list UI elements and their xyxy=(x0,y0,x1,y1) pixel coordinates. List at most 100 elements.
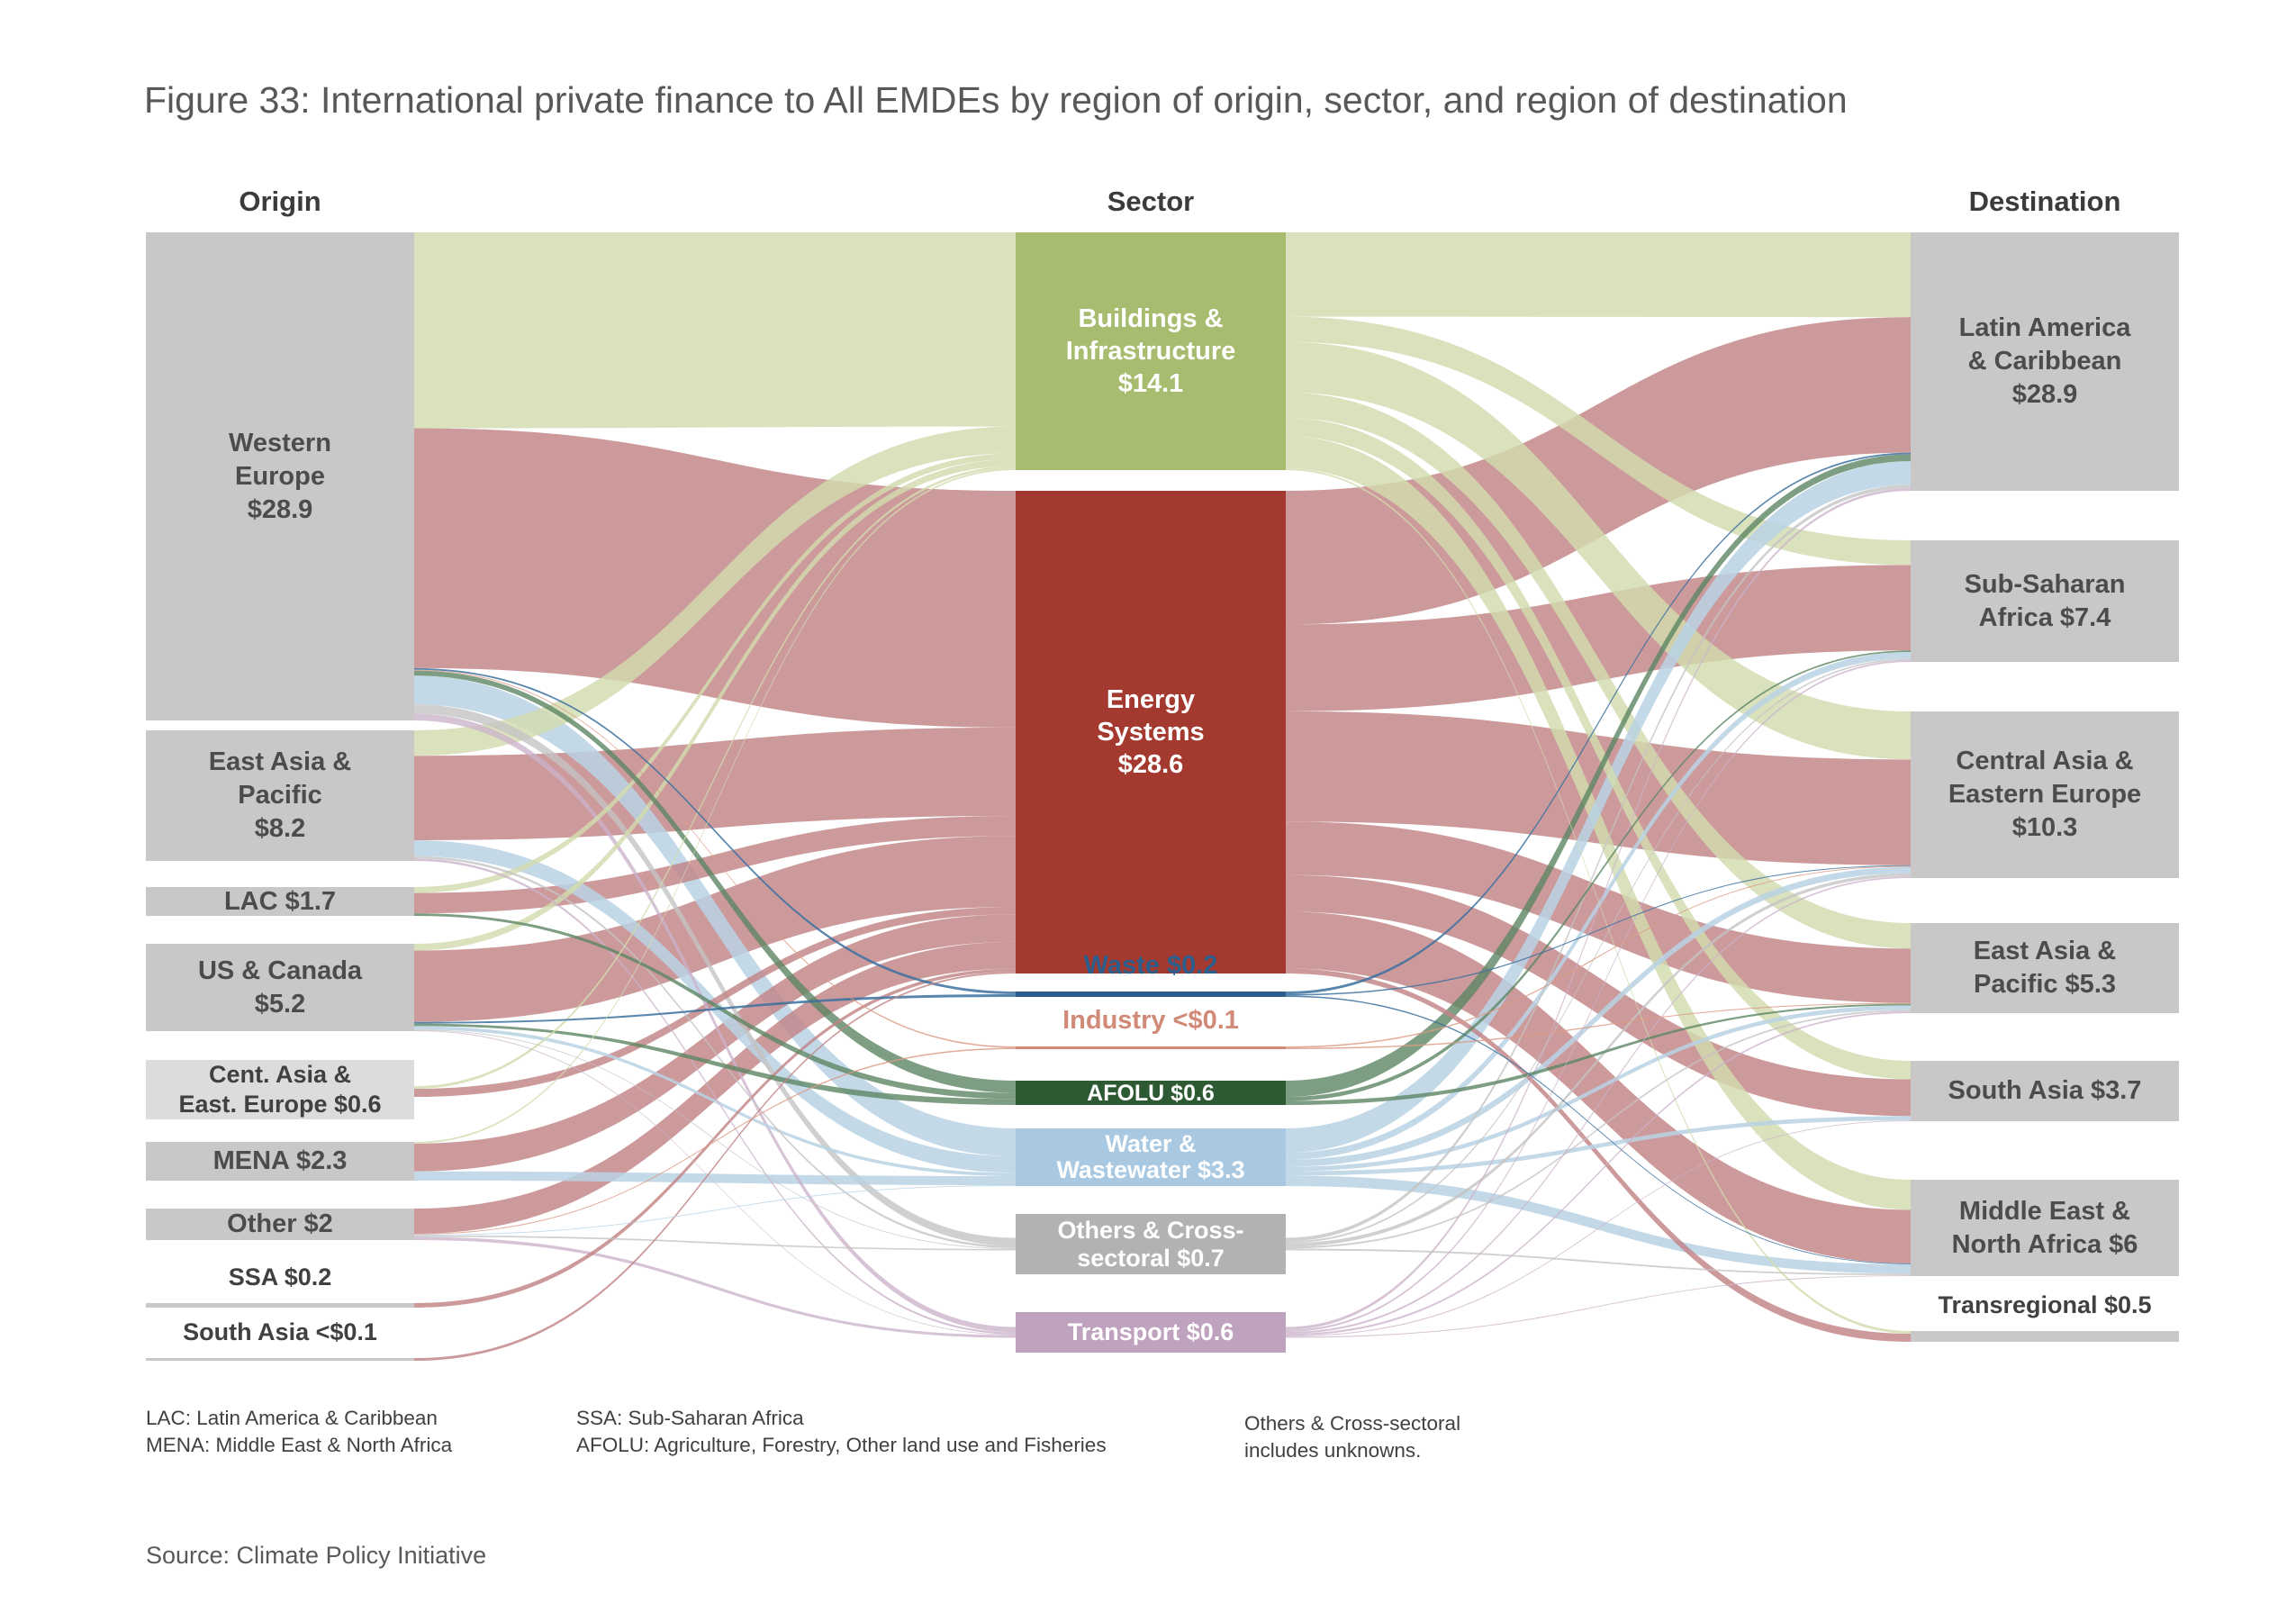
flow-water-wastewater-to-sub-saharan-africa xyxy=(1286,652,1911,1160)
flow-western-europe-to-waste xyxy=(414,667,1016,994)
node-label-line: $14.1 xyxy=(1117,369,1184,398)
flow-other-to-water-wastewater xyxy=(414,1185,1016,1236)
flow-us-canada-to-waste xyxy=(414,994,1016,1024)
node-label-south-asia: South Asia <$0.1 xyxy=(73,1318,487,1345)
node-label-line: East Asia & xyxy=(1973,937,2117,965)
node-label-line: Energy xyxy=(1106,685,1196,714)
flow-western-europe-to-water-wastewater xyxy=(414,675,1016,1157)
origin-node-south-asia xyxy=(146,1358,414,1361)
node-label-line: $28.9 xyxy=(247,494,313,524)
node-label-line: Industry <$0.1 xyxy=(1062,1006,1239,1035)
destination-node-transregional xyxy=(1911,1331,2179,1342)
footnote-others-line1: Others & Cross-sectoral xyxy=(1244,1412,1461,1435)
flow-water-wastewater-to-latin-america-caribbean xyxy=(1286,461,1911,1154)
footnote-others-note: Others & Cross-sectoral includes unknown… xyxy=(1244,1410,1460,1464)
destination-node-south-asia-dest: South Asia $3.7 xyxy=(1911,1061,2179,1121)
footnote-others-line2: includes unknowns. xyxy=(1244,1438,1422,1462)
sector-node-transport: Transport $0.6 xyxy=(1016,1312,1286,1353)
flow-western-europe-to-industry xyxy=(414,669,1016,1048)
node-label-line: LAC $1.7 xyxy=(223,887,337,916)
node-label-ssa: SSA $0.2 xyxy=(73,1263,487,1291)
flow-buildings-infrastructure-to-latin-america-caribbean xyxy=(1286,232,1911,318)
node-label-line: North Africa $6 xyxy=(1951,1229,2138,1259)
flow-transport-to-middle-east-north-africa xyxy=(1286,1275,1911,1338)
node-label-line: Latin America xyxy=(1958,313,2131,342)
flow-others-cross-sectoral-to-central-asia-eastern-europe xyxy=(1286,873,1911,1247)
node-label-line: Transregional $0.5 xyxy=(1938,1291,2152,1318)
sector-node-buildings-infrastructure: Buildings & Infrastructure $14.1 xyxy=(1016,232,1286,470)
flow-others-cross-sectoral-to-middle-east-north-africa xyxy=(1286,1248,1911,1276)
node-label-industry: Industry <$0.1 xyxy=(944,1007,1358,1034)
column-header-destination: Destination xyxy=(1968,186,2121,217)
flow-mena-to-energy-systems xyxy=(414,914,1016,1172)
node-label-east-asia-pacific: East Asia & Pacific $8.2 xyxy=(146,746,414,846)
flow-industry-to-central-asia-eastern-europe xyxy=(1286,865,1911,1048)
sector-node-water-wastewater: Water & Wastewater $3.3 xyxy=(1016,1128,1286,1186)
node-label-latin-america-caribbean: Latin America & Caribbean $28.9 xyxy=(1911,312,2179,412)
flow-other-to-transport xyxy=(414,1236,1016,1338)
flow-other-to-energy-systems xyxy=(414,941,1016,1234)
flow-us-canada-to-afolu xyxy=(414,1023,1016,1105)
destination-node-sub-saharan-africa: Sub-Saharan Africa $7.4 xyxy=(1911,540,2179,662)
destination-node-middle-east-north-africa: Middle East & North Africa $6 xyxy=(1911,1180,2179,1276)
node-label-afolu: AFOLU $0.6 xyxy=(1016,1082,1286,1105)
node-label-line: Water & xyxy=(1105,1130,1197,1157)
sector-node-industry xyxy=(1016,1046,1286,1049)
footnote-mena: MENA: Middle East & North Africa xyxy=(146,1433,453,1456)
flow-water-wastewater-to-middle-east-north-africa xyxy=(1286,1175,1911,1274)
node-label-line: Infrastructure xyxy=(1065,337,1236,366)
flow-cent-asia-east-europe-to-energy-systems xyxy=(414,906,1016,1097)
flow-lac-to-buildings-infrastructure xyxy=(414,453,1016,893)
column-header-origin: Origin xyxy=(239,186,321,217)
origin-node-other: Other $2 xyxy=(146,1209,414,1240)
flow-mena-to-buildings-infrastructure xyxy=(414,468,1016,1144)
flow-east-asia-pacific-to-energy-systems xyxy=(414,727,1016,841)
node-label-middle-east-north-africa: Middle East & North Africa $6 xyxy=(1911,1195,2179,1262)
footnote-abbreviations-2: SSA: Sub-Saharan Africa AFOLU: Agricultu… xyxy=(576,1405,1107,1459)
footnote-afolu: AFOLU: Agriculture, Forestry, Other land… xyxy=(576,1433,1107,1456)
flow-ssa-to-energy-systems xyxy=(414,968,1016,1308)
node-label-line: East Asia & xyxy=(208,747,352,776)
node-label-line: & Caribbean xyxy=(1967,347,2122,376)
flow-buildings-infrastructure-to-middle-east-north-africa xyxy=(1286,436,1911,1210)
flow-transport-to-sub-saharan-africa xyxy=(1286,660,1911,1332)
flow-afolu-to-latin-america-caribbean xyxy=(1286,454,1911,1097)
node-label-sub-saharan-africa: Sub-Saharan Africa $7.4 xyxy=(1911,568,2179,635)
flow-buildings-infrastructure-to-transregional xyxy=(1286,468,1911,1334)
origin-node-western-europe: Western Europe $28.9 xyxy=(146,232,414,720)
node-label-water-wastewater: Water & Wastewater $3.3 xyxy=(1016,1131,1286,1183)
sector-node-others-cross-sectoral: Others & Cross-sectoral $0.7 xyxy=(1016,1214,1286,1274)
node-label-line: Sub-Saharan xyxy=(1964,569,2126,599)
node-label-energy-systems: Energy Systems $28.6 xyxy=(1016,684,1286,781)
node-label-line: Pacific xyxy=(238,781,322,810)
node-label-line: Systems xyxy=(1097,718,1205,747)
node-label-waste: Waste $0.2 xyxy=(944,952,1358,979)
node-label-east-asia-pacific-dest: East Asia & Pacific $5.3 xyxy=(1911,935,2179,1001)
node-label-line: Pacific $5.3 xyxy=(1974,970,2116,999)
flow-us-canada-to-buildings-infrastructure xyxy=(414,458,1016,951)
sector-node-energy-systems: Energy Systems $28.6 xyxy=(1016,491,1286,974)
node-label-line: Transport $0.6 xyxy=(1067,1318,1234,1345)
flow-afolu-to-east-asia-pacific-dest xyxy=(1286,1003,1911,1105)
flow-others-cross-sectoral-to-latin-america-caribbean xyxy=(1286,485,1911,1242)
footnote-abbreviations-1: LAC: Latin America & Caribbean MENA: Mid… xyxy=(146,1405,452,1459)
destination-node-east-asia-pacific-dest: East Asia & Pacific $5.3 xyxy=(1911,923,2179,1013)
destination-node-latin-america-caribbean: Latin America & Caribbean $28.9 xyxy=(1911,232,2179,491)
node-label-line: Waste $0.2 xyxy=(1083,951,1218,980)
node-label-line: $28.6 xyxy=(1117,750,1184,779)
flow-east-asia-pacific-to-transport xyxy=(414,858,1016,1335)
flow-western-europe-to-transport xyxy=(414,713,1016,1333)
sector-node-afolu: AFOLU $0.6 xyxy=(1016,1081,1286,1105)
node-label-line: US & Canada xyxy=(197,955,363,985)
flow-other-to-others-cross-sectoral xyxy=(414,1235,1016,1251)
node-label-transregional: Transregional $0.5 xyxy=(1838,1291,2252,1318)
flow-lac-to-afolu xyxy=(414,913,1016,1100)
flow-east-asia-pacific-to-buildings-infrastructure xyxy=(414,426,1016,756)
node-label-transport: Transport $0.6 xyxy=(1016,1318,1286,1346)
sector-node-waste xyxy=(1016,992,1286,997)
node-label-us-canada: US & Canada $5.2 xyxy=(146,955,414,1021)
node-label-line: Eastern Europe xyxy=(1948,780,2142,809)
node-label-line: South Asia <$0.1 xyxy=(183,1318,377,1345)
node-label-other: Other $2 xyxy=(146,1209,414,1240)
node-label-cent-asia-east-europe: Cent. Asia & East. Europe $0.6 xyxy=(146,1060,414,1119)
